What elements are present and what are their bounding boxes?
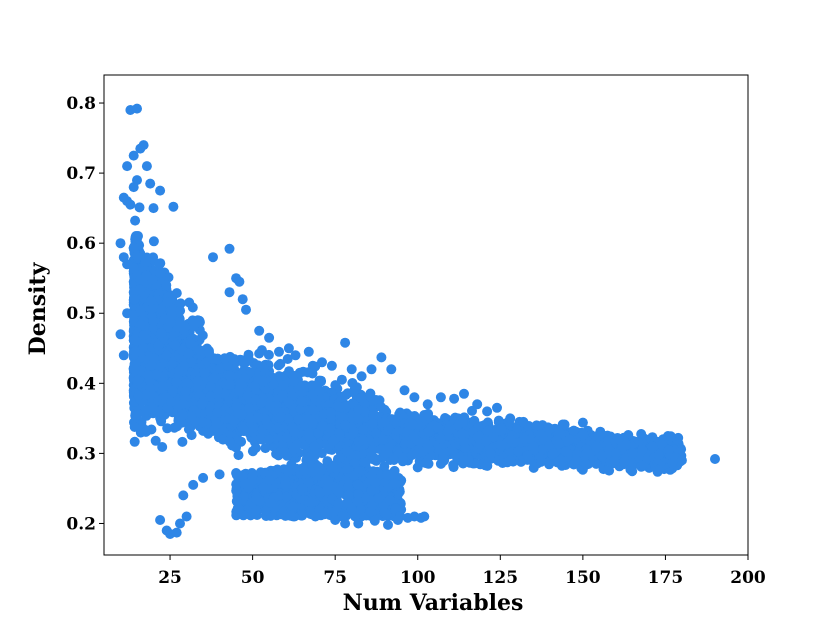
scatter-point: [185, 338, 196, 348]
scatter-point: [388, 455, 399, 465]
scatter-point: [162, 423, 173, 434]
scatter-point: [309, 450, 320, 461]
scatter-point: [256, 432, 267, 443]
scatter-point: [233, 450, 244, 461]
scatter-point: [340, 390, 351, 401]
scatter-point: [245, 413, 256, 424]
scatter-point: [177, 436, 188, 447]
scatter-point: [148, 316, 159, 327]
scatter-point: [282, 354, 293, 364]
scatter-point: [636, 429, 647, 439]
scatter-point: [195, 345, 206, 356]
scatter-point: [353, 404, 364, 415]
scatter-point: [204, 406, 215, 417]
scatter-point: [203, 428, 214, 439]
scatter-point: [186, 411, 197, 422]
scatter-point: [307, 404, 318, 415]
scatter-point: [187, 302, 198, 313]
scatter-point: [356, 393, 367, 404]
scatter-point: [367, 418, 378, 429]
scatter-point: [150, 435, 161, 446]
scatter-point: [175, 305, 186, 316]
scatter-point: [142, 425, 153, 436]
scatter-point: [204, 347, 214, 358]
scatter-point: [273, 450, 284, 461]
scatter-point: [172, 421, 182, 432]
scatter-point: [371, 395, 381, 405]
scatter-point: [275, 358, 286, 369]
scatter-point: [250, 380, 261, 391]
scatter-point: [205, 381, 216, 392]
scatter-point: [178, 409, 188, 420]
scatter-point: [140, 257, 151, 268]
scatter-point: [360, 458, 371, 468]
scatter-point: [256, 345, 267, 356]
scatter-point: [162, 297, 173, 308]
scatter-point: [156, 416, 167, 427]
scatter-point: [157, 442, 168, 452]
scatter-point: [141, 405, 152, 416]
scatter-point: [302, 452, 313, 463]
scatter-point: [225, 378, 235, 389]
scatter-point: [347, 378, 358, 388]
scatter-point: [146, 295, 157, 306]
scatter-point: [130, 215, 141, 226]
scatter-point: [224, 436, 235, 447]
scatter-point: [365, 388, 376, 399]
scatter-point: [353, 413, 364, 424]
scatter-points: [115, 103, 720, 539]
scatter-point: [332, 401, 343, 412]
scatter-point: [214, 363, 225, 374]
scatter-point: [148, 252, 159, 263]
scatter-point: [278, 380, 289, 391]
scatter-point: [231, 401, 242, 412]
scatter-point: [348, 387, 359, 398]
scatter-point: [225, 371, 236, 381]
scatter-point: [134, 202, 145, 213]
scatter-point: [154, 259, 165, 270]
scatter-point: [358, 424, 369, 435]
scatter-point: [397, 455, 408, 466]
scatter-point: [260, 443, 271, 454]
scatter-point: [250, 443, 261, 453]
scatter-point: [178, 398, 189, 409]
scatter-point: [186, 430, 197, 441]
scatter-point: [263, 349, 274, 360]
scatter-point: [330, 380, 341, 391]
scatter-point: [296, 387, 307, 398]
scatter-point: [347, 398, 358, 409]
scatter-point: [197, 417, 208, 427]
scatter-point: [154, 406, 165, 417]
scatter-point: [171, 377, 182, 387]
scatter-point: [148, 236, 159, 247]
scatter-point: [205, 391, 216, 402]
scatter-point: [170, 340, 181, 351]
scatter-point: [307, 368, 318, 379]
scatter-point: [268, 379, 279, 390]
scatter-point: [128, 242, 139, 253]
scatter-point: [420, 458, 431, 469]
scatter-point: [448, 462, 459, 473]
scatter-point: [146, 304, 157, 314]
scatter-point: [161, 350, 172, 361]
scatter-point: [175, 298, 186, 309]
scatter-point: [129, 422, 140, 432]
scatter-point: [150, 369, 161, 380]
scatter-point: [283, 396, 294, 407]
